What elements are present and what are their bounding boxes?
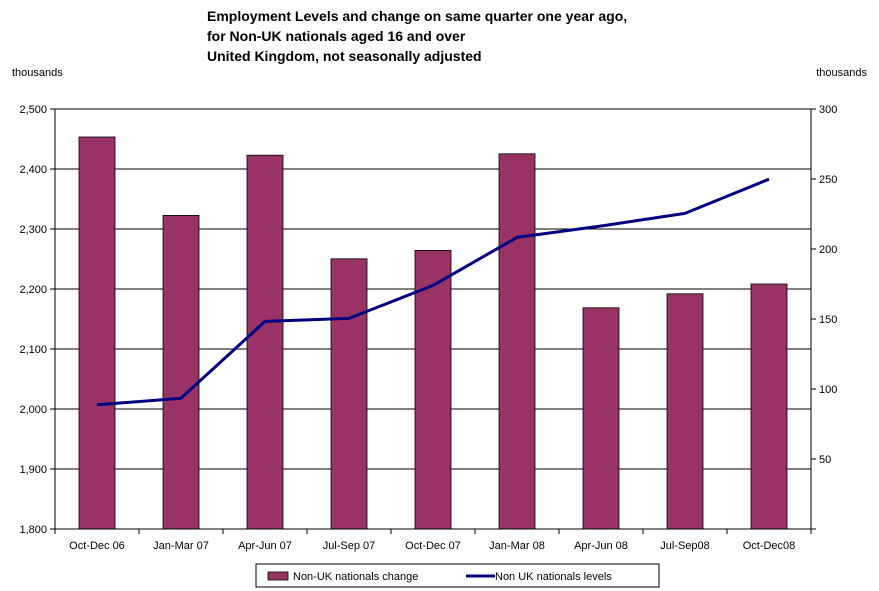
- legend: Non-UK nationals change Non UK nationals…: [255, 563, 660, 588]
- x-tick-label: Jul-Sep08: [660, 540, 710, 552]
- bar-3: [246, 154, 284, 530]
- x-tick-label: Apr-Jun 07: [238, 540, 292, 552]
- bar-2: [162, 214, 200, 530]
- left-tick-label: 2,300: [19, 224, 47, 236]
- x-tick-label: Jul-Sep 07: [323, 540, 376, 552]
- chart-title-line-1: Employment Levels and change on same qua…: [207, 8, 627, 24]
- x-tick-label: Oct-Dec 07: [405, 540, 461, 552]
- x-tick-label: Jan-Mar 08: [489, 540, 545, 552]
- left-tick-label: 2,200: [19, 284, 47, 296]
- x-tick-label: Apr-Jun 08: [574, 540, 628, 552]
- legend-swatch-bars: [267, 571, 289, 581]
- bar-4: [330, 258, 368, 530]
- right-tick-label: 50: [819, 454, 831, 466]
- legend-label-line: Non UK nationals levels: [495, 571, 612, 583]
- right-tick-label: 100: [819, 384, 837, 396]
- levels-line: [96, 177, 770, 407]
- line-series: [96, 177, 770, 407]
- x-tick-label: Oct-Dec08: [743, 540, 796, 552]
- left-tick-label: 2,000: [19, 404, 47, 416]
- chart-title-line-2: for Non-UK nationals aged 16 and over: [207, 28, 466, 44]
- x-tick-label: Oct-Dec 06: [69, 540, 125, 552]
- right-tick-label: 250: [819, 174, 837, 186]
- bar-7: [582, 307, 620, 530]
- right-axis-unit: thousands: [816, 67, 867, 79]
- bar-9: [750, 283, 788, 530]
- bar-5: [414, 249, 452, 530]
- legend-box: [255, 563, 660, 588]
- legend-label-bars: Non-UK nationals change: [293, 571, 418, 583]
- left-tick-label: 1,900: [19, 464, 47, 476]
- bar-1: [78, 136, 116, 530]
- right-axis-ticks: 50 100 150 200 250 300: [811, 104, 837, 530]
- x-tick-label: Jan-Mar 07: [153, 540, 209, 552]
- bar-8: [666, 293, 704, 530]
- left-tick-label: 2,500: [19, 104, 47, 116]
- left-tick-label: 2,100: [19, 344, 47, 356]
- bar-6: [498, 153, 536, 530]
- right-tick-label: 200: [819, 244, 837, 256]
- x-axis-ticks: Oct-Dec 06 Jan-Mar 07 Apr-Jun 07 Jul-Sep 07…: [54, 529, 812, 552]
- left-axis-ticks: 1,800 1,900 2,000 2,100 2,200 2,300 2,400 2,500: [19, 104, 55, 536]
- right-tick-label: 300: [819, 104, 837, 116]
- right-tick-label: 150: [819, 314, 837, 326]
- left-tick-label: 1,800: [19, 524, 47, 536]
- left-axis-unit: thousands: [12, 67, 63, 79]
- left-tick-label: 2,400: [19, 164, 47, 176]
- chart-title-line-3: United Kingdom, not seasonally adjusted: [207, 48, 482, 64]
